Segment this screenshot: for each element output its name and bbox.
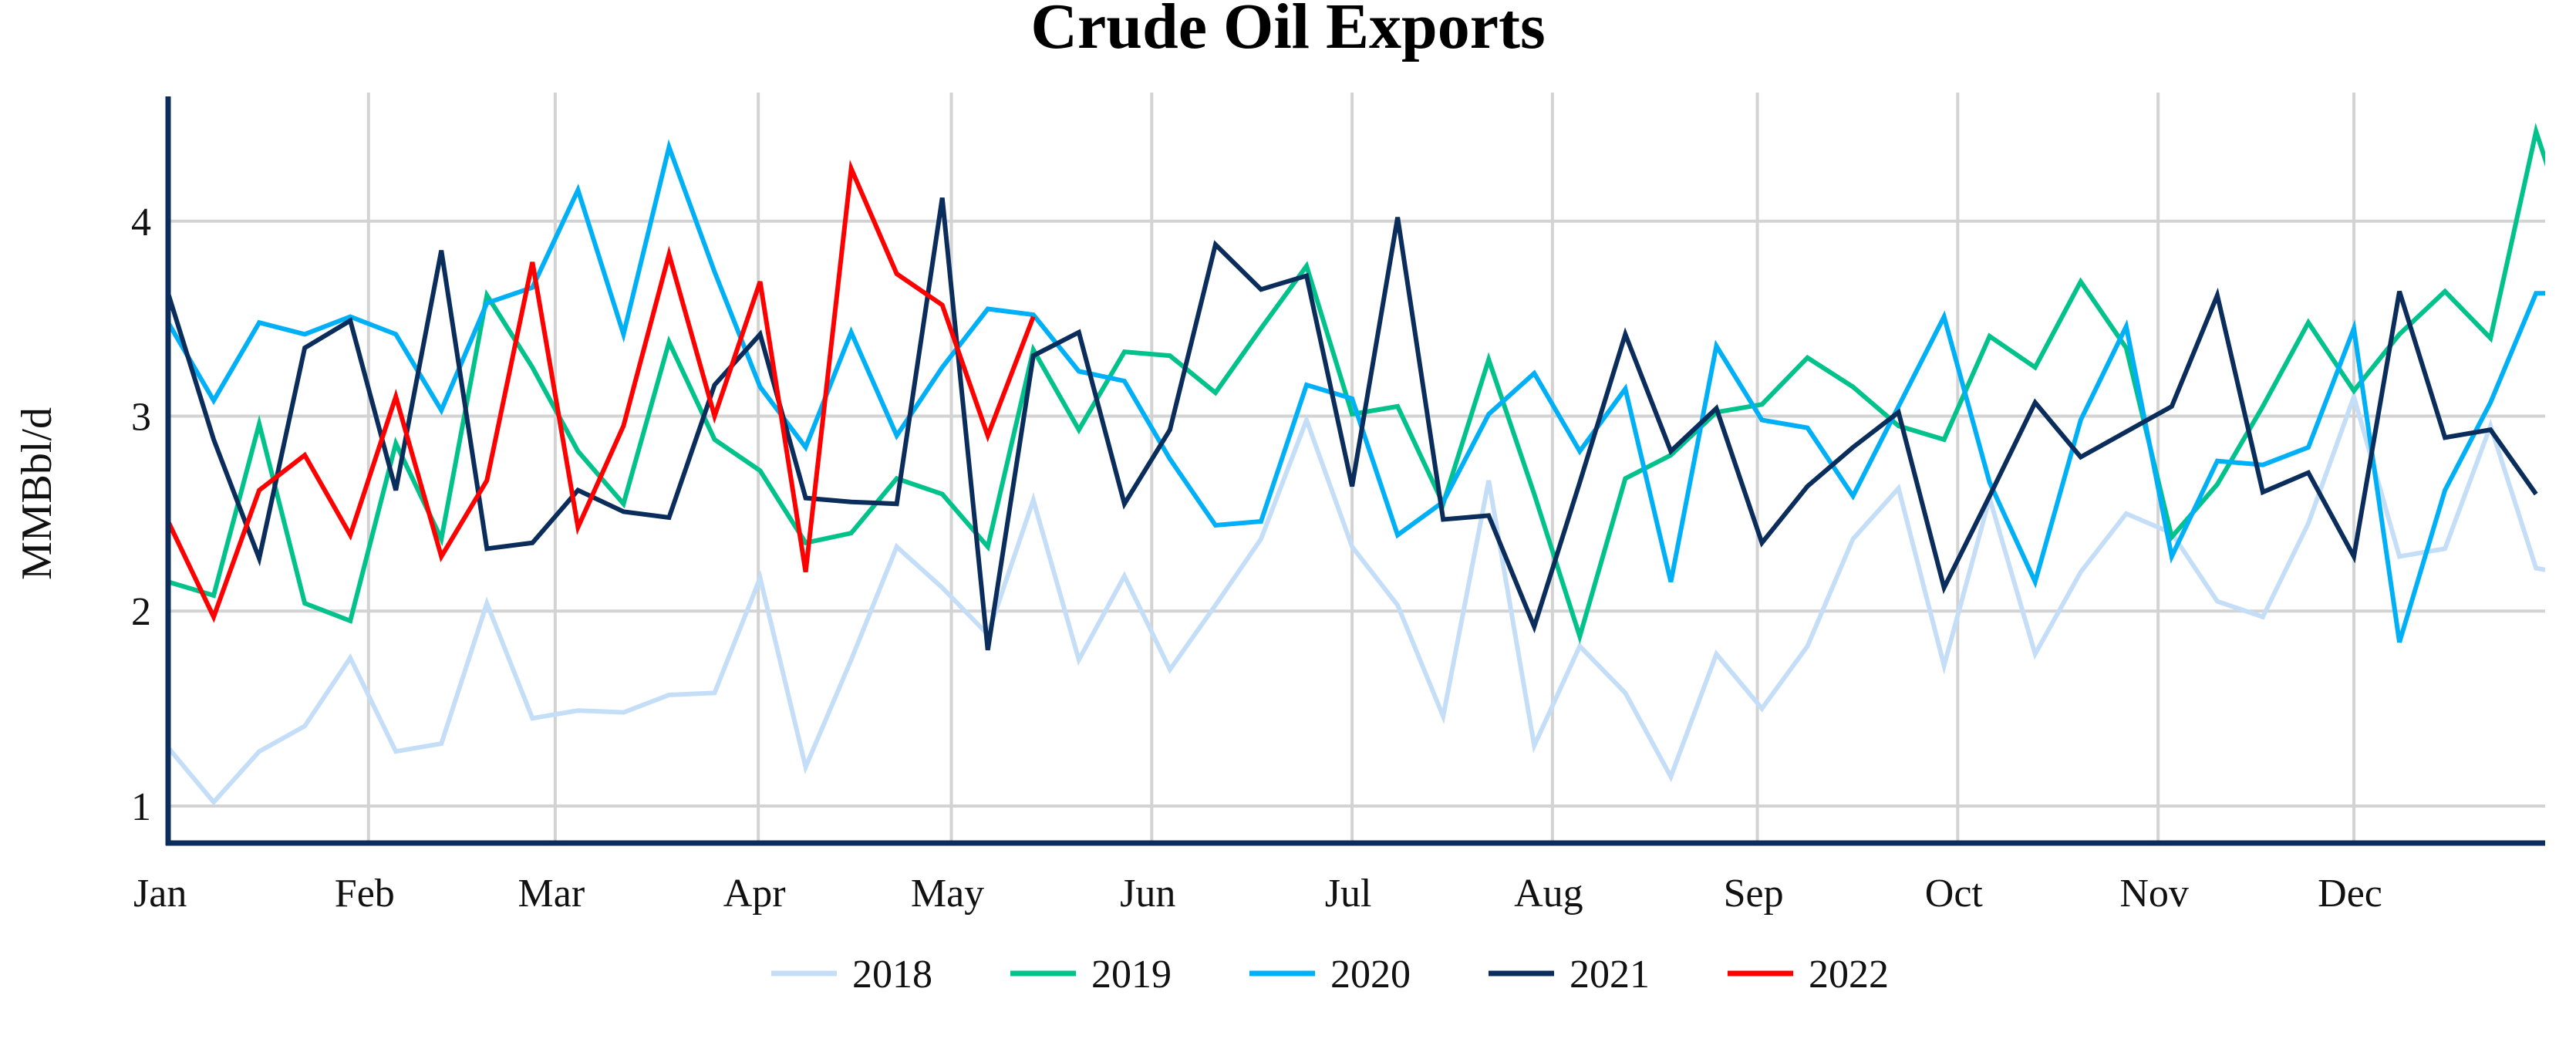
y-tick-label: 2 xyxy=(131,590,151,634)
x-tick-label: Jul xyxy=(1325,872,1372,916)
legend-item-2021[interactable]: 2021 xyxy=(1489,953,1650,997)
legend-item-2022[interactable]: 2022 xyxy=(1728,953,1889,997)
gridlines xyxy=(168,93,2545,843)
x-tick-label: Mar xyxy=(518,872,585,916)
y-tick-label: 1 xyxy=(131,785,151,829)
x-tick-label: Nov xyxy=(2119,872,2189,916)
series-line-2022 xyxy=(168,159,1036,623)
legend-label: 2018 xyxy=(852,953,932,997)
legend-label: 2019 xyxy=(1091,953,1172,997)
x-tick-label: Feb xyxy=(335,872,395,916)
y-tick-label: 4 xyxy=(131,201,151,245)
x-tick-label: Oct xyxy=(1925,872,1984,916)
legend-item-2019[interactable]: 2019 xyxy=(1010,953,1172,997)
x-tick-label: Jun xyxy=(1120,872,1175,916)
legend-label: 2021 xyxy=(1570,953,1650,997)
legend-item-2020[interactable]: 2020 xyxy=(1249,953,1411,997)
series-line-2020 xyxy=(168,139,2545,643)
x-tick-label: Sep xyxy=(1724,872,1784,916)
series-line-2021 xyxy=(168,197,2538,651)
legend-label: 2020 xyxy=(1330,953,1411,997)
x-tick-label: Apr xyxy=(723,872,786,916)
x-tick-label: May xyxy=(911,872,984,916)
y-axis-label: MMBbl/d xyxy=(13,407,61,580)
x-tick-label: Dec xyxy=(2318,872,2382,916)
chart-title: Crude Oil Exports xyxy=(1030,0,1545,62)
legend-item-2018[interactable]: 2018 xyxy=(771,953,932,997)
legend: 2018 2019 2020 2021 2022 xyxy=(771,953,1889,997)
x-tick-label: Jan xyxy=(133,872,187,916)
x-tick-labels: Jan Feb Mar Apr May Jun Jul Aug Sep Oct Nov Dec xyxy=(133,872,2382,916)
x-tick-label: Aug xyxy=(1514,872,1583,916)
series-line-2019 xyxy=(168,123,2545,645)
legend-label: 2022 xyxy=(1809,953,1889,997)
y-tick-label: 3 xyxy=(131,395,151,439)
series-lines xyxy=(168,123,2545,806)
y-tick-labels: 1 2 3 4 xyxy=(131,201,151,829)
